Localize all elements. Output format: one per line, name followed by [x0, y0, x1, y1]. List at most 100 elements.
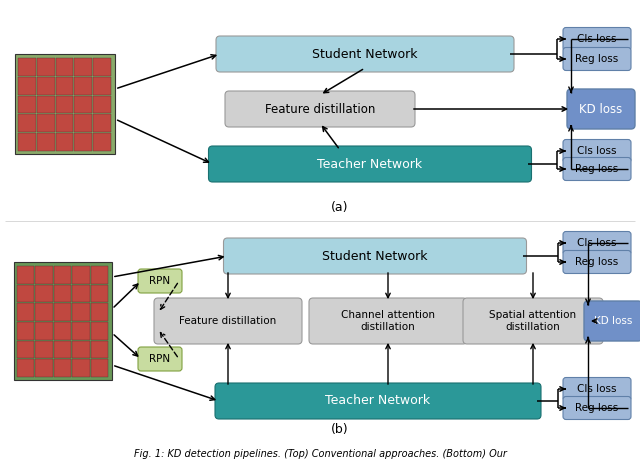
FancyBboxPatch shape	[563, 28, 631, 51]
FancyBboxPatch shape	[54, 322, 71, 340]
FancyBboxPatch shape	[72, 303, 90, 321]
FancyBboxPatch shape	[93, 133, 111, 151]
FancyBboxPatch shape	[72, 266, 90, 284]
Text: (a): (a)	[332, 201, 349, 213]
FancyBboxPatch shape	[17, 266, 35, 284]
FancyBboxPatch shape	[563, 396, 631, 419]
FancyBboxPatch shape	[74, 77, 92, 95]
FancyBboxPatch shape	[223, 238, 527, 274]
Text: Teacher Network: Teacher Network	[325, 394, 431, 408]
Text: Reg loss: Reg loss	[575, 54, 619, 64]
FancyBboxPatch shape	[35, 285, 52, 303]
FancyBboxPatch shape	[154, 298, 302, 344]
FancyBboxPatch shape	[18, 58, 36, 76]
FancyBboxPatch shape	[563, 250, 631, 273]
FancyBboxPatch shape	[54, 303, 71, 321]
FancyBboxPatch shape	[91, 340, 108, 358]
FancyBboxPatch shape	[72, 359, 90, 377]
FancyBboxPatch shape	[91, 359, 108, 377]
FancyBboxPatch shape	[563, 47, 631, 70]
FancyBboxPatch shape	[91, 285, 108, 303]
FancyBboxPatch shape	[17, 322, 35, 340]
FancyBboxPatch shape	[18, 77, 36, 95]
Text: Reg loss: Reg loss	[575, 164, 619, 174]
FancyBboxPatch shape	[56, 133, 74, 151]
Text: Feature distillation: Feature distillation	[265, 103, 375, 115]
Text: Cls loss: Cls loss	[577, 238, 617, 248]
FancyBboxPatch shape	[56, 114, 74, 132]
Text: Cls loss: Cls loss	[577, 384, 617, 394]
FancyBboxPatch shape	[17, 359, 35, 377]
FancyBboxPatch shape	[18, 96, 36, 113]
FancyBboxPatch shape	[54, 340, 71, 358]
FancyBboxPatch shape	[138, 347, 182, 371]
Text: KD loss: KD loss	[579, 103, 623, 115]
Text: Reg loss: Reg loss	[575, 257, 619, 267]
FancyBboxPatch shape	[17, 285, 35, 303]
Text: Feature distillation: Feature distillation	[179, 316, 276, 326]
FancyBboxPatch shape	[567, 89, 635, 129]
FancyBboxPatch shape	[54, 285, 71, 303]
FancyBboxPatch shape	[93, 114, 111, 132]
FancyBboxPatch shape	[93, 58, 111, 76]
FancyBboxPatch shape	[35, 322, 52, 340]
FancyBboxPatch shape	[18, 114, 36, 132]
Text: (b): (b)	[331, 423, 349, 436]
FancyBboxPatch shape	[56, 96, 74, 113]
FancyBboxPatch shape	[584, 301, 640, 341]
Text: Channel attention
distillation: Channel attention distillation	[341, 310, 435, 332]
FancyBboxPatch shape	[93, 96, 111, 113]
FancyBboxPatch shape	[72, 340, 90, 358]
FancyBboxPatch shape	[309, 298, 467, 344]
FancyBboxPatch shape	[74, 133, 92, 151]
FancyBboxPatch shape	[563, 232, 631, 255]
FancyBboxPatch shape	[72, 285, 90, 303]
FancyBboxPatch shape	[35, 359, 52, 377]
FancyBboxPatch shape	[93, 77, 111, 95]
FancyBboxPatch shape	[54, 359, 71, 377]
FancyBboxPatch shape	[17, 340, 35, 358]
FancyBboxPatch shape	[91, 322, 108, 340]
FancyBboxPatch shape	[36, 58, 54, 76]
Text: KD loss: KD loss	[594, 316, 632, 326]
Text: Fig. 1: KD detection pipelines. (Top) Conventional approaches. (Bottom) Our: Fig. 1: KD detection pipelines. (Top) Co…	[134, 449, 506, 459]
FancyBboxPatch shape	[15, 54, 115, 154]
FancyBboxPatch shape	[17, 303, 35, 321]
FancyBboxPatch shape	[36, 96, 54, 113]
Text: Reg loss: Reg loss	[575, 403, 619, 413]
FancyBboxPatch shape	[36, 133, 54, 151]
FancyBboxPatch shape	[225, 91, 415, 127]
FancyBboxPatch shape	[36, 77, 54, 95]
FancyBboxPatch shape	[91, 266, 108, 284]
FancyBboxPatch shape	[563, 158, 631, 181]
Text: Spatial attention
distillation: Spatial attention distillation	[490, 310, 577, 332]
FancyBboxPatch shape	[56, 58, 74, 76]
Text: Cls loss: Cls loss	[577, 34, 617, 44]
FancyBboxPatch shape	[215, 383, 541, 419]
FancyBboxPatch shape	[18, 133, 36, 151]
FancyBboxPatch shape	[563, 378, 631, 401]
FancyBboxPatch shape	[56, 77, 74, 95]
FancyBboxPatch shape	[36, 114, 54, 132]
FancyBboxPatch shape	[74, 114, 92, 132]
FancyBboxPatch shape	[35, 303, 52, 321]
FancyBboxPatch shape	[74, 96, 92, 113]
FancyBboxPatch shape	[216, 36, 514, 72]
FancyBboxPatch shape	[14, 262, 112, 380]
FancyBboxPatch shape	[74, 58, 92, 76]
FancyBboxPatch shape	[54, 266, 71, 284]
Text: Cls loss: Cls loss	[577, 146, 617, 156]
Text: Student Network: Student Network	[312, 47, 418, 61]
Text: Teacher Network: Teacher Network	[317, 158, 422, 171]
FancyBboxPatch shape	[463, 298, 603, 344]
Text: RPN: RPN	[149, 354, 171, 364]
FancyBboxPatch shape	[91, 303, 108, 321]
FancyBboxPatch shape	[138, 269, 182, 293]
Text: RPN: RPN	[149, 276, 171, 286]
FancyBboxPatch shape	[563, 139, 631, 162]
FancyBboxPatch shape	[35, 340, 52, 358]
FancyBboxPatch shape	[35, 266, 52, 284]
Text: Student Network: Student Network	[323, 250, 428, 263]
FancyBboxPatch shape	[72, 322, 90, 340]
FancyBboxPatch shape	[209, 146, 531, 182]
